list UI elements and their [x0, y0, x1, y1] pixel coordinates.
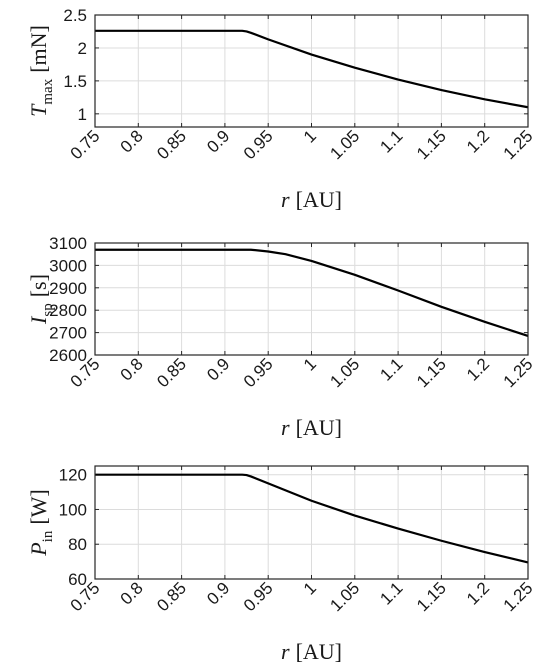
y-tick-label: 2: [78, 39, 87, 58]
x-axis-unit: [AU]: [296, 415, 342, 440]
x-axis-label: r [AU]: [281, 187, 342, 212]
y-axis-symbol: P: [26, 542, 51, 556]
y-axis-subscript: max: [40, 78, 56, 104]
x-tick-label: 1.15: [413, 354, 450, 391]
y-tick-label: 3000: [49, 256, 87, 275]
axes-frame: [94, 14, 529, 128]
x-tick-label: 1.2: [463, 354, 493, 384]
y-axis-symbol: T: [26, 103, 51, 117]
y-tick-label: 100: [59, 500, 87, 519]
y-axis-subscript: in: [40, 530, 56, 542]
y-axis-unit: [s]: [26, 274, 51, 297]
x-tick-label: 1.15: [413, 126, 450, 163]
x-axis-label: r [AU]: [281, 415, 342, 440]
y-axis-symbol: I: [26, 315, 51, 325]
y-tick-label: 80: [68, 535, 87, 554]
x-tick-label: 1.15: [413, 578, 450, 615]
x-tick-label: 0.8: [117, 578, 147, 608]
x-tick-label: 0.95: [240, 354, 277, 391]
y-tick-label: 2.5: [63, 6, 87, 25]
x-axis-symbol: r: [281, 639, 290, 664]
x-tick-label: 1.25: [500, 578, 537, 615]
y-tick-label: 2700: [49, 324, 87, 343]
y-axis-label: Isp [s]: [26, 274, 56, 325]
x-tick-label: 0.85: [153, 126, 190, 163]
chart-panel-1: 1 1.5 2 2.5 0.75 0.8 0.85 0.9 0.95 1 1.05 1.1 1.15 1.…: [26, 6, 536, 212]
x-tick-label: 1: [300, 578, 320, 598]
x-tick-label: 0.95: [240, 578, 277, 615]
x-tick-label: 1.2: [463, 578, 493, 608]
axes-frame: [94, 242, 529, 356]
axes-frame: [94, 465, 529, 580]
x-axis-symbol: r: [281, 415, 290, 440]
series-line: [95, 248, 529, 338]
y-axis-label: Pin [W]: [26, 489, 56, 557]
x-tick-label: 1.25: [500, 126, 537, 163]
y-tick-label: 3100: [49, 234, 87, 253]
y-axis-label: Tmax [mN]: [26, 25, 56, 117]
x-tick-label: 1: [300, 354, 320, 374]
y-tick-label: 60: [68, 570, 87, 589]
series-line: [95, 473, 529, 564]
y-tick-label: 1: [78, 105, 87, 124]
x-tick-label: 1.25: [500, 354, 537, 391]
x-axis-unit: [AU]: [296, 639, 342, 664]
y-tick-label: 2900: [49, 279, 87, 298]
x-tick-label: 1.1: [376, 126, 406, 156]
y-axis-unit: [mN]: [26, 25, 51, 73]
x-axis-unit: [AU]: [296, 187, 342, 212]
x-tick-label: 1: [300, 126, 320, 146]
x-tick-label: 0.75: [67, 126, 104, 163]
y-tick-label: 1.5: [63, 72, 87, 91]
x-tick-label: 0.9: [203, 354, 233, 384]
y-tick-label: 2800: [49, 301, 87, 320]
x-tick-label: 1.1: [376, 354, 406, 384]
x-tick-label: 0.9: [203, 578, 233, 608]
x-tick-label: 0.85: [153, 354, 190, 391]
x-tick-label: 1.1: [376, 578, 406, 608]
x-axis-symbol: r: [281, 187, 290, 212]
x-tick-label: 0.8: [117, 126, 147, 156]
y-tick-label: 120: [59, 466, 87, 485]
x-tick-label: 1.05: [326, 126, 363, 163]
x-tick-label: 0.8: [117, 354, 147, 384]
x-tick-label: 1.05: [326, 578, 363, 615]
x-tick-label: 0.95: [240, 126, 277, 163]
series-line: [95, 29, 529, 109]
y-axis-subscript: sp: [40, 303, 56, 316]
x-tick-label: 1.05: [326, 354, 363, 391]
x-axis-label: r [AU]: [281, 639, 342, 664]
y-tick-label: 2600: [49, 346, 87, 365]
x-tick-label: 0.85: [153, 578, 190, 615]
x-tick-label: 0.9: [203, 126, 233, 156]
x-tick-label: 1.2: [463, 126, 493, 156]
y-axis-unit: [W]: [26, 489, 51, 524]
